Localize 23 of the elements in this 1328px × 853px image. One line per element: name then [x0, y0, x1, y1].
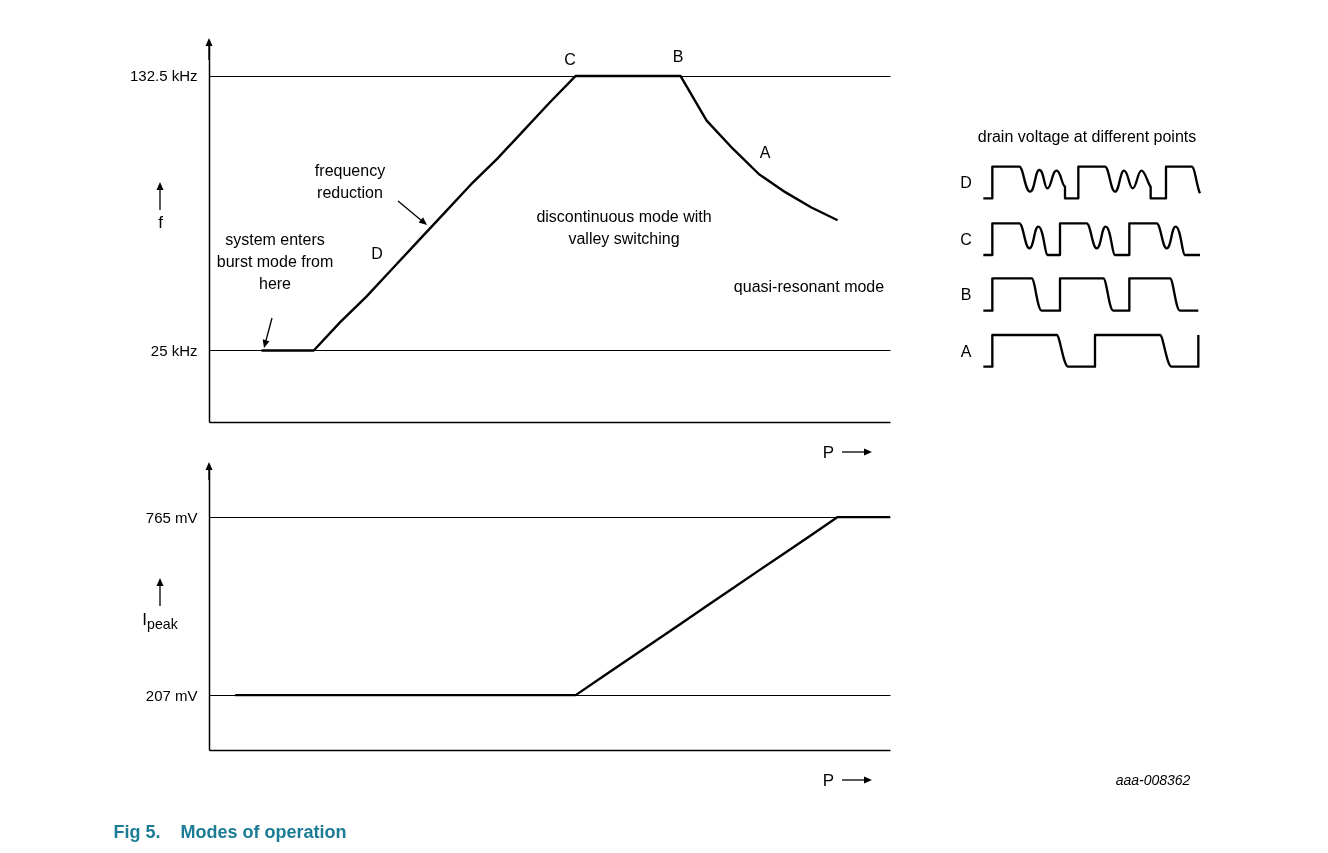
- annotation: discontinuous mode with valley switching: [535, 207, 713, 249]
- annotation: D: [371, 244, 383, 264]
- y-axis-title: f: [158, 212, 164, 232]
- annotation: quasi-resonant mode: [733, 277, 885, 297]
- annotation: frequency reduction: [313, 161, 387, 203]
- text: A: [960, 342, 972, 362]
- annotation: A: [759, 143, 771, 163]
- x-axis-title: P: [822, 770, 835, 790]
- y-tick-label: 207 mV: [145, 686, 198, 704]
- text: Fig 5. Modes of operation: [113, 821, 347, 843]
- annotation: B: [672, 47, 684, 67]
- text: drain voltage at different points: [977, 127, 1197, 147]
- y-tick-label: 132.5 kHz: [129, 67, 198, 85]
- annotation: C: [564, 50, 576, 70]
- text: D: [960, 173, 972, 193]
- y-tick-label: 25 kHz: [150, 341, 198, 359]
- x-axis-title: P: [822, 442, 835, 462]
- text: B: [960, 285, 972, 305]
- annotation: system enters burst mode from here: [215, 230, 335, 294]
- text: C: [960, 230, 972, 250]
- y-axis-title: I$_{peak}$: [142, 608, 178, 635]
- y-tick-label: 765 mV: [145, 508, 198, 526]
- text: aaa-008362: [1115, 771, 1191, 790]
